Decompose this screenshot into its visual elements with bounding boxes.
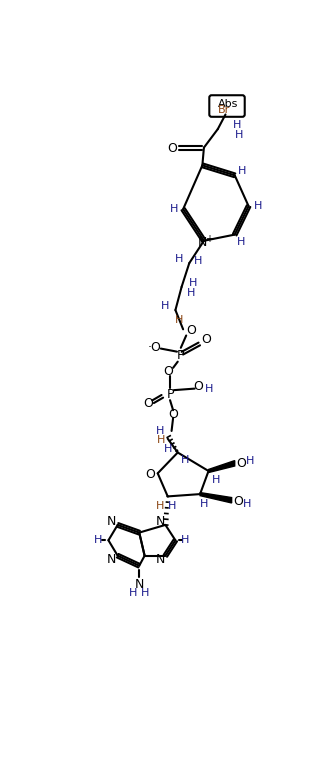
Text: +: +	[205, 234, 213, 244]
FancyBboxPatch shape	[209, 95, 245, 117]
Text: O: O	[201, 333, 211, 346]
Text: O: O	[186, 324, 196, 337]
Text: H: H	[238, 167, 247, 177]
Text: H: H	[243, 499, 251, 509]
Text: H: H	[156, 501, 164, 511]
Text: N: N	[107, 515, 116, 528]
Text: H: H	[129, 588, 137, 598]
Text: H: H	[200, 499, 208, 509]
Text: H: H	[233, 120, 241, 130]
Text: P: P	[177, 349, 185, 362]
Text: N: N	[198, 236, 207, 249]
Text: H: H	[160, 301, 169, 311]
Text: P: P	[166, 388, 174, 400]
Polygon shape	[200, 492, 232, 503]
Text: O: O	[167, 142, 177, 155]
Text: H: H	[194, 256, 203, 266]
Text: H: H	[189, 278, 197, 288]
Text: H: H	[181, 535, 189, 545]
Text: H: H	[141, 588, 150, 598]
Text: H: H	[181, 455, 189, 465]
Text: H: H	[212, 475, 220, 485]
Text: H: H	[237, 237, 245, 247]
Text: O: O	[194, 380, 204, 392]
Text: O: O	[233, 495, 243, 508]
Text: H: H	[175, 315, 183, 325]
Text: H: H	[167, 501, 176, 511]
Polygon shape	[209, 461, 235, 472]
Text: N: N	[107, 553, 116, 566]
Text: O: O	[164, 365, 174, 378]
Text: H: H	[205, 383, 213, 394]
Text: O: O	[168, 408, 178, 421]
Text: O: O	[145, 468, 155, 482]
Text: Br: Br	[218, 105, 230, 115]
Text: H: H	[187, 288, 195, 298]
Text: H: H	[157, 435, 166, 445]
Text: H: H	[93, 535, 102, 545]
Text: N: N	[156, 515, 166, 528]
Text: H: H	[246, 456, 254, 466]
Text: H: H	[156, 426, 164, 436]
Text: H: H	[164, 444, 173, 454]
Text: H: H	[175, 254, 183, 264]
Text: N: N	[135, 578, 144, 591]
Text: N: N	[156, 553, 166, 566]
Text: H: H	[170, 204, 178, 214]
Text: O: O	[236, 457, 246, 470]
Text: ·O: ·O	[148, 341, 161, 354]
Text: Abs: Abs	[219, 99, 239, 109]
Text: H: H	[254, 201, 262, 211]
Text: H: H	[235, 130, 243, 140]
Text: O: O	[144, 397, 153, 410]
